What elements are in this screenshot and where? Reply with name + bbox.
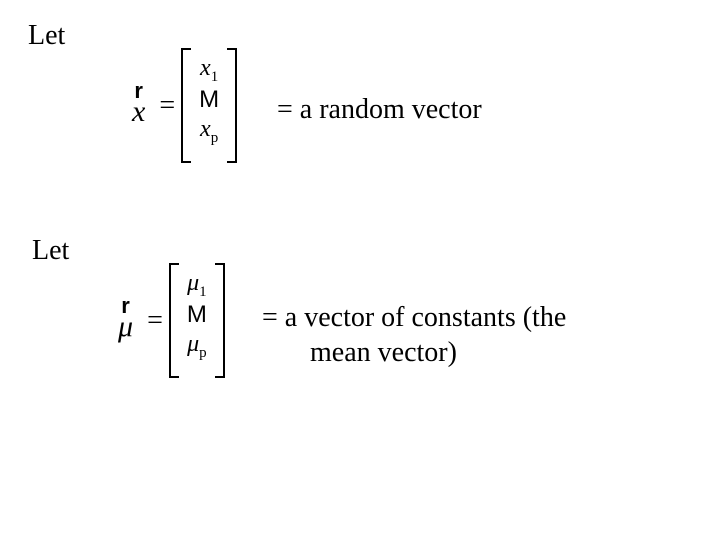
description-x: = a random vector: [277, 92, 482, 127]
equals-sign-1: =: [159, 90, 175, 122]
vector-mu-bracketed: μ1 M μp: [169, 263, 225, 378]
right-bracket-icon: [227, 48, 237, 163]
left-bracket-icon: [181, 48, 191, 163]
vector-x-content: x1 M xp: [191, 48, 227, 163]
vector-x-element-p: xp: [200, 115, 218, 147]
description-mu-line2: mean vector): [310, 335, 457, 370]
vector-mu-element-p: μp: [187, 330, 207, 362]
vector-x-bracketed: x1 M xp: [181, 48, 237, 163]
let-label-1: Let: [28, 20, 65, 52]
vector-mu-ellipsis: M: [187, 301, 207, 330]
description-mu-line1: = a vector of constants (the: [262, 302, 566, 333]
vector-x-element-1: x1: [200, 54, 218, 86]
right-bracket-icon: [215, 263, 225, 378]
equation-x: r x = x1 M xp: [132, 48, 237, 163]
equation-mu: r μ = μ1 M μp: [118, 263, 225, 378]
variable-mu-symbol: r μ: [118, 299, 133, 342]
vector-x-ellipsis: M: [199, 86, 219, 115]
variable-x-symbol: r x: [132, 84, 145, 127]
vector-mu-element-1: μ1: [187, 269, 207, 301]
variable-letter-x: x: [132, 97, 145, 127]
variable-letter-mu: μ: [118, 312, 133, 342]
equals-sign-2: =: [147, 305, 163, 337]
left-bracket-icon: [169, 263, 179, 378]
vector-mu-content: μ1 M μp: [179, 263, 215, 378]
description-mu: = a vector of constants (the mean vector…: [262, 300, 566, 370]
let-label-2: Let: [32, 235, 69, 267]
